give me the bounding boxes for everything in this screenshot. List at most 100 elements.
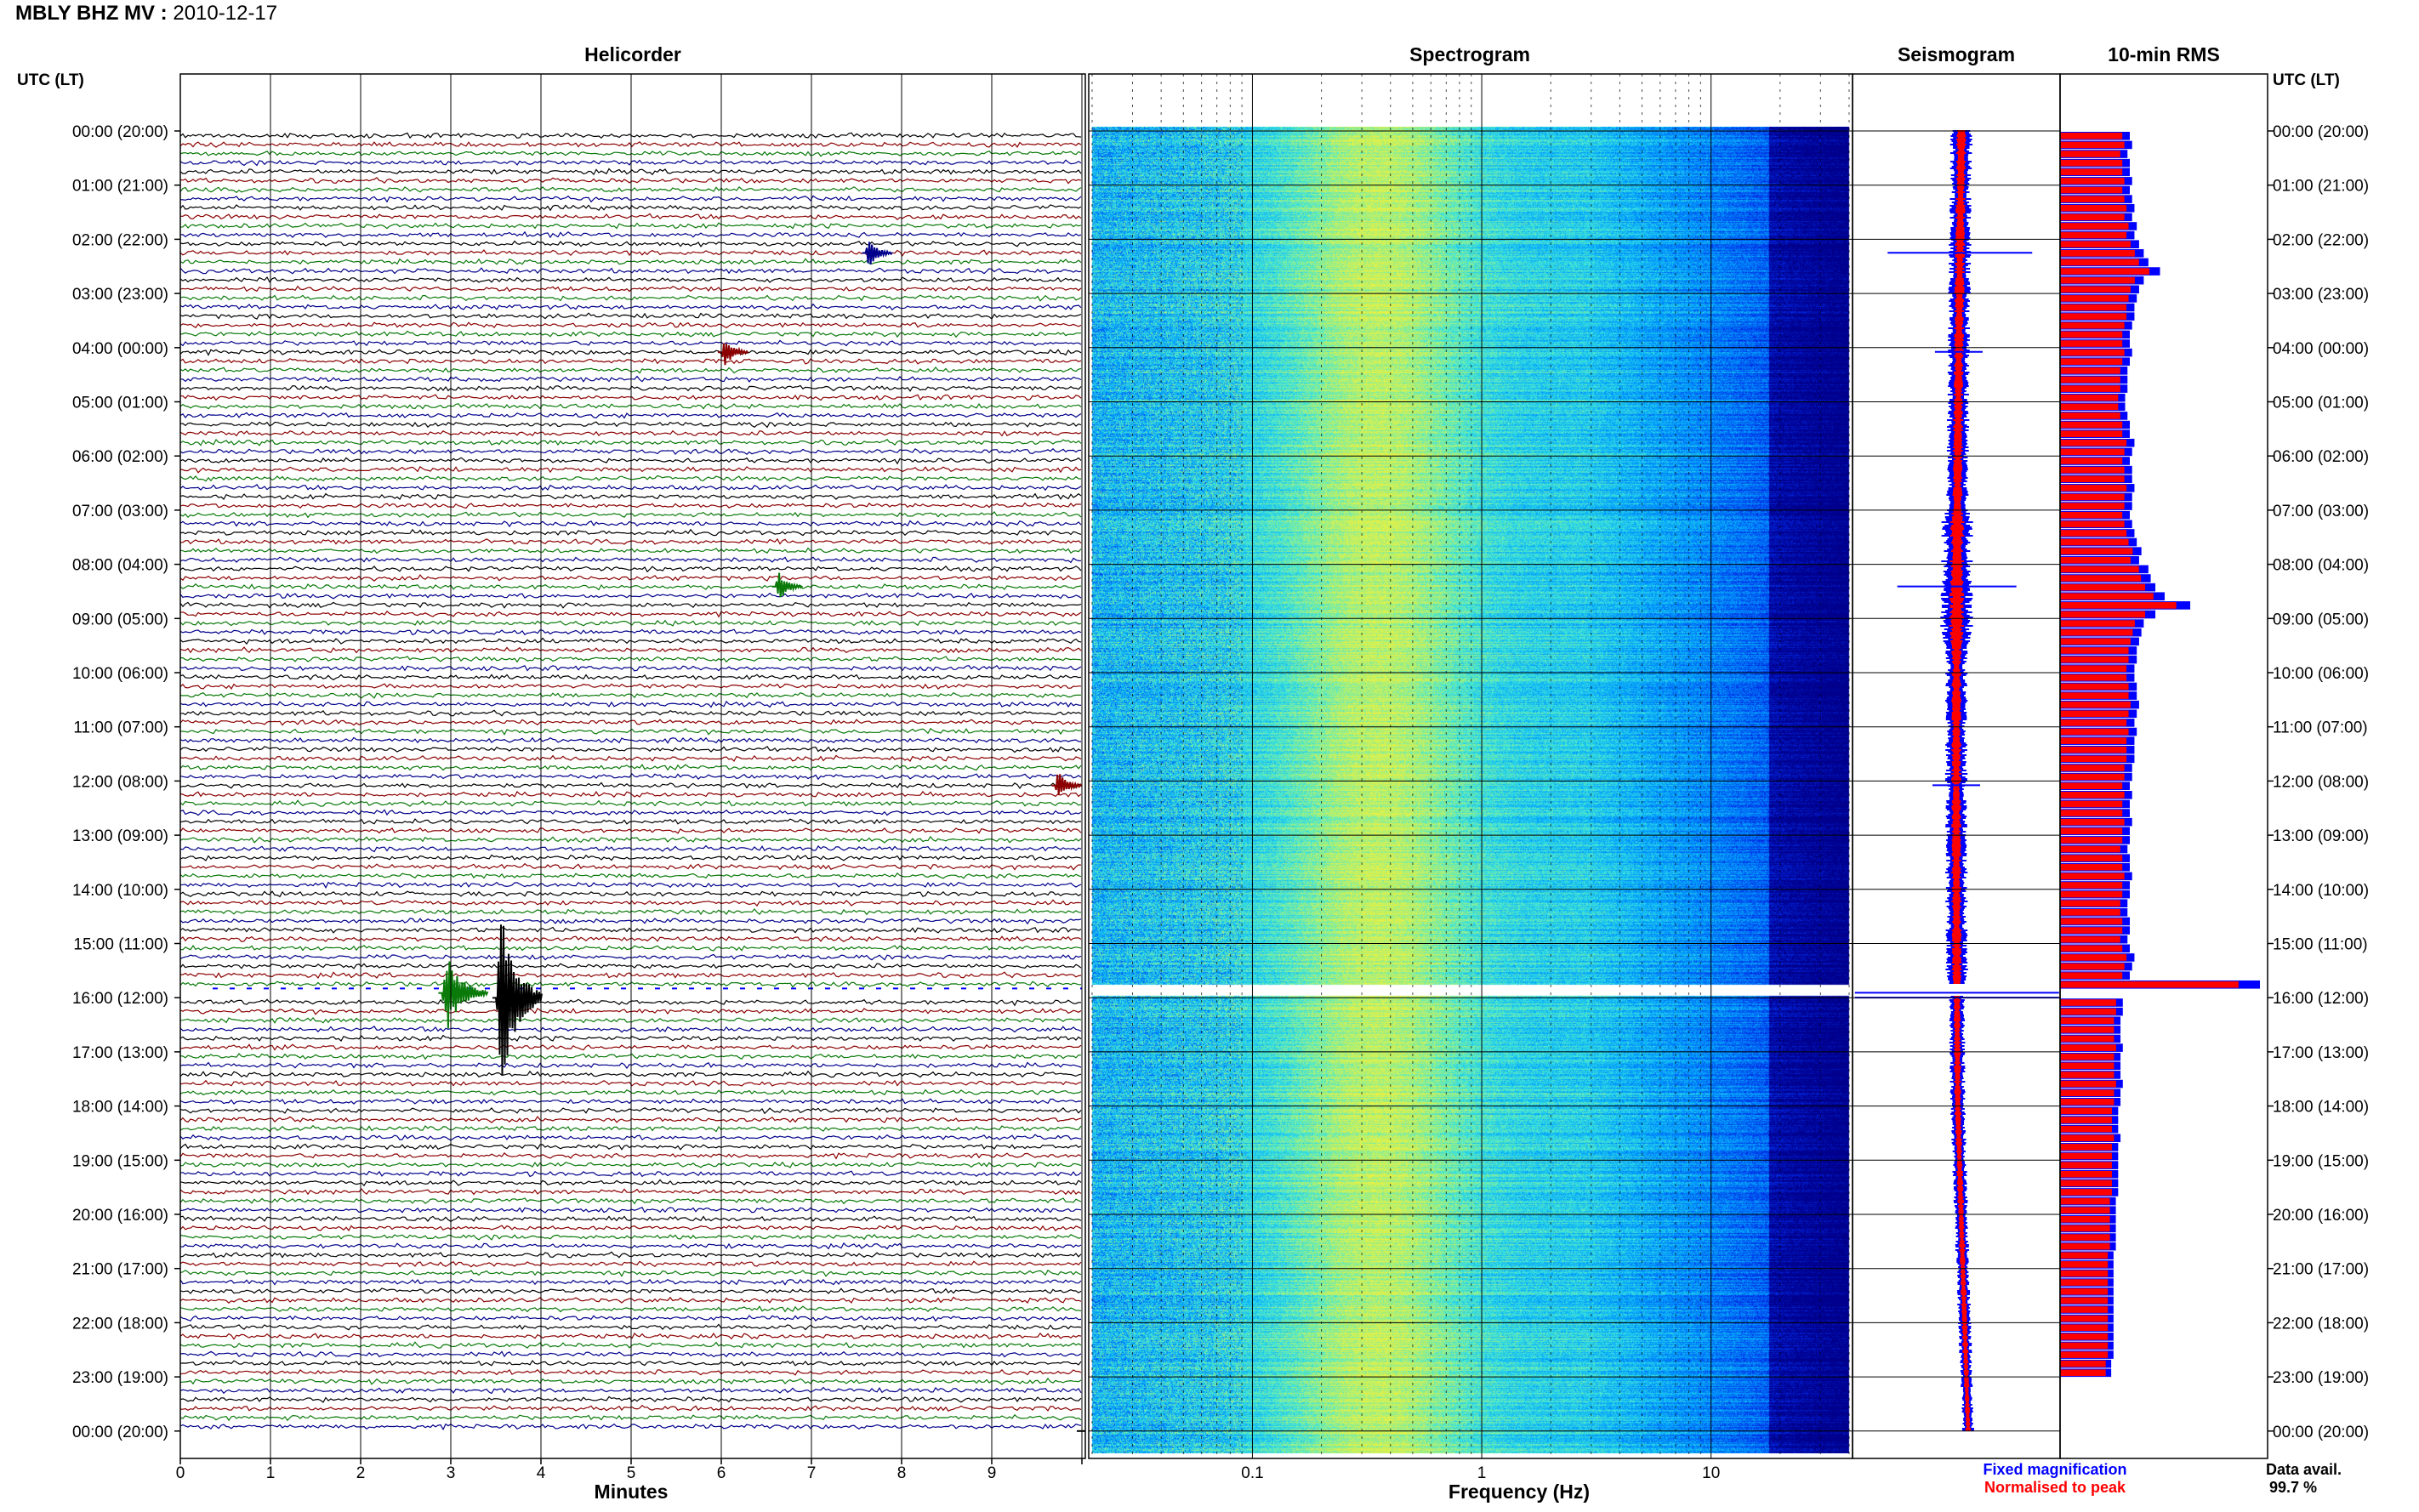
rms-bar-normalised [2060, 1369, 2106, 1377]
rms-bar-normalised [2060, 873, 2125, 880]
hour-label: 06:00 (02:00) [72, 448, 168, 466]
rms-bar-normalised [2060, 1297, 2109, 1305]
rms-bar-normalised [2060, 1197, 2110, 1205]
rms-bar-normalised [2060, 1324, 2109, 1332]
rms-bar-normalised [2060, 485, 2127, 492]
rms-bar-normalised [2060, 1117, 2112, 1123]
data-availability-label: Data avail. [2266, 1461, 2342, 1478]
rms-bar-normalised [2060, 782, 2123, 790]
rms-bar-normalised [2060, 1053, 2114, 1060]
frequency-tick-label: 10 [1702, 1464, 1720, 1482]
helicorder-event [492, 924, 543, 1076]
rms-bar-normalised [2060, 1089, 2114, 1096]
hour-label: 16:00 (12:00) [2273, 990, 2369, 1008]
grid-lines [179, 74, 2060, 1458]
rms-bar-normalised [2060, 1071, 2114, 1078]
minute-tick-label: 0 [176, 1464, 185, 1482]
rms-bar-normalised [2060, 945, 2123, 952]
rms-bar-normalised [2060, 737, 2127, 744]
helicorder-title: Helicorder [584, 43, 681, 65]
minute-tick-label: 1 [266, 1464, 276, 1482]
rms-bar-normalised [2060, 493, 2125, 501]
rms-bar-normalised [2060, 268, 2149, 275]
rms-bar-normalised [2060, 765, 2125, 771]
rms-bar-normalised [2060, 376, 2120, 384]
rms-frame [2059, 73, 2268, 1459]
rms-bar-normalised [2060, 1216, 2110, 1223]
rms-bar-normalised [2060, 259, 2139, 266]
rms-bar-normalised [2060, 1170, 2112, 1178]
rms-bar-normalised [2060, 475, 2125, 483]
rms-bar-normalised [2060, 223, 2129, 230]
rms-bar-normalised [2060, 674, 2127, 681]
rms-bar-normalised [2060, 1162, 2112, 1168]
hour-label: 07:00 (03:00) [72, 503, 168, 520]
rms-title: 10-min RMS [2108, 43, 2220, 65]
rms-bar-normalised [2060, 276, 2135, 284]
hour-label: 15:00 (11:00) [73, 936, 168, 954]
rms-bar-normalised [2060, 900, 2120, 907]
rms-bar-normalised [2060, 520, 2125, 528]
rms-bar-normalised [2060, 909, 2120, 916]
rms-bar-normalised [2060, 1270, 2109, 1277]
hour-label: 09:00 (05:00) [2273, 611, 2369, 628]
hour-label: 00:00 (20:00) [2273, 123, 2369, 141]
rms-bar-normalised [2060, 168, 2123, 176]
minute-tick-label: 6 [717, 1464, 726, 1482]
rms-bar-normalised [2060, 394, 2119, 401]
rms-bar-normalised [2060, 295, 2129, 302]
hour-label: 01:00 (21:00) [72, 178, 168, 196]
date-label: 2010-12-17 [173, 2, 278, 25]
hour-label: 00:00 (20:00) [72, 123, 168, 141]
hour-label: 08:00 (04:00) [2273, 557, 2369, 575]
minute-tick-label: 2 [356, 1464, 366, 1482]
rms-bar-normalised [2060, 1287, 2109, 1295]
rms-bar-normalised [2060, 548, 2133, 554]
rms-bar-normalised [2060, 890, 2123, 898]
rms-bar-normalised [2060, 241, 2131, 248]
hour-label: 17:00 (13:00) [72, 1044, 168, 1062]
rms-bar-normalised [2060, 927, 2123, 934]
hour-label: 11:00 (07:00) [73, 719, 168, 737]
rms-bar-normalised [2060, 141, 2125, 149]
rms-bar-normalised [2060, 1125, 2112, 1133]
hour-label: 07:00 (03:00) [2273, 503, 2369, 520]
rms-bar-normalised [2060, 837, 2123, 844]
rms-bar-normalised [2060, 196, 2125, 202]
hour-label: 13:00 (09:00) [2273, 827, 2369, 845]
hour-label: 18:00 (14:00) [2273, 1099, 2369, 1117]
hour-label: 19:00 (15:00) [72, 1152, 168, 1170]
rms-bar-normalised [2060, 882, 2123, 889]
rms-bar-normalised [2060, 701, 2131, 708]
rms-bar-normalised [2060, 331, 2123, 338]
hour-label: 21:00 (17:00) [72, 1261, 168, 1279]
rms-bar-normalised [2060, 818, 2125, 826]
rms-bar-normalised [2060, 503, 2125, 509]
rms-bar-normalised [2060, 611, 2146, 618]
rms-bar-normalised [2060, 855, 2123, 861]
spectrogram-title: Spectrogram [1409, 43, 1530, 65]
rms-bar-normalised [2060, 1179, 2112, 1187]
rms-bar-normalised [2060, 792, 2125, 799]
rms-bar-normalised [2060, 186, 2123, 194]
rms-bar-normalised [2060, 421, 2123, 429]
hour-label: 14:00 (10:00) [2273, 882, 2369, 900]
rms-bar-normalised [2060, 999, 2116, 1006]
rms-bar-normalised [2060, 1207, 2110, 1214]
left-time-axis-label: UTC (LT) [17, 71, 84, 89]
hour-label: 05:00 (01:00) [2273, 395, 2369, 412]
minute-tick-label: 4 [537, 1464, 546, 1482]
seismogram-title: Seismogram [1898, 43, 2015, 65]
rms-bar-normalised [2060, 412, 2120, 419]
hour-label: 21:00 (17:00) [2273, 1261, 2369, 1279]
rms-bar-normalised [2060, 972, 2123, 979]
hour-label: 23:00 (19:00) [2273, 1369, 2369, 1387]
rms-bar-normalised [2060, 430, 2123, 437]
rms-bar-normalised [2060, 981, 2239, 988]
rms-bars [2060, 132, 2261, 1378]
tick-marks [174, 130, 2274, 1464]
rms-bar-normalised [2060, 638, 2131, 645]
frequency-tick-labels: 0.1 1 10 [1241, 1464, 1720, 1482]
rms-bar-normalised [2060, 1242, 2110, 1250]
rms-bar-normalised [2060, 349, 2125, 356]
